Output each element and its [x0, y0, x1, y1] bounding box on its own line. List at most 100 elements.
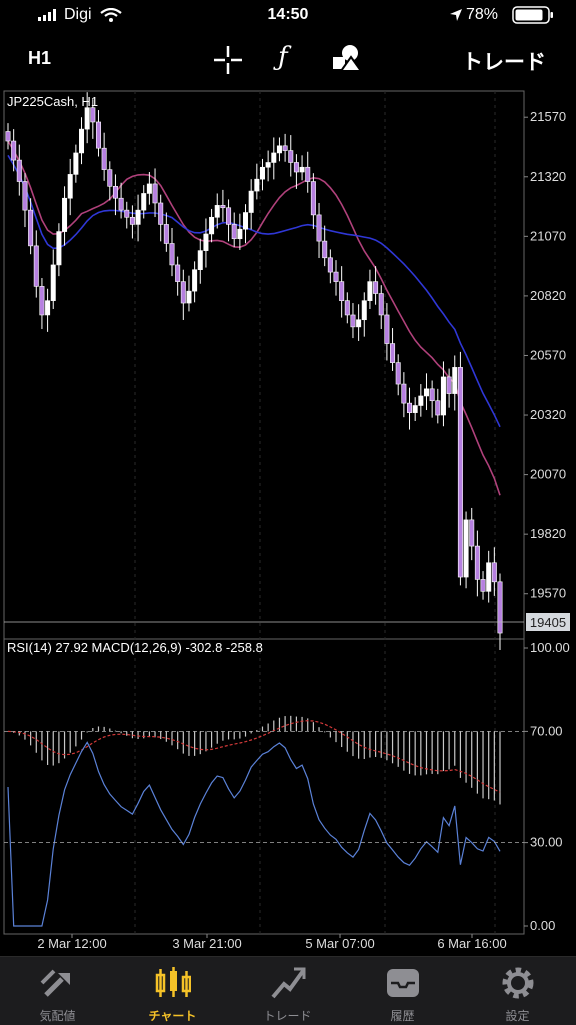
- candle-body: [429, 388, 435, 402]
- candle-body: [322, 240, 328, 259]
- candle-body: [107, 169, 113, 187]
- objects-icon[interactable]: [332, 44, 362, 72]
- history-icon: [387, 969, 419, 997]
- candle-body: [288, 150, 294, 163]
- tab-quotes[interactable]: 気配値: [0, 957, 115, 1025]
- tab-settings[interactable]: 設定: [460, 957, 575, 1025]
- candle-body: [305, 166, 311, 182]
- candle-body: [169, 243, 175, 266]
- candle-body: [163, 224, 169, 244]
- chart-toolbar: H1 ƒ トレード: [0, 36, 576, 82]
- candle-body: [339, 281, 345, 301]
- candle-body: [62, 197, 68, 232]
- candle-body: [5, 131, 11, 142]
- candle-body: [73, 152, 79, 175]
- candle-body: [265, 162, 271, 168]
- candle-body: [243, 212, 249, 230]
- indicator-series: [7, 715, 501, 927]
- candle-body: [491, 562, 497, 583]
- moving-averages: [7, 140, 501, 496]
- time-tick-label: 2 Mar 12:00: [37, 936, 106, 950]
- time-tick-label: 6 Mar 16:00: [437, 936, 506, 950]
- candle-body: [293, 162, 299, 173]
- price-tick-label: 19570: [530, 586, 566, 601]
- candle-body: [237, 228, 243, 240]
- candle-body: [220, 205, 226, 209]
- candle-body: [395, 362, 401, 385]
- settings-icon: [502, 967, 534, 999]
- candles: [5, 92, 503, 650]
- indicator-label: RSI(14) 27.92 MACD(12,26,9) -302.8 -258.…: [7, 640, 263, 655]
- candle-body: [497, 581, 503, 634]
- candle-body: [135, 209, 141, 225]
- indicator-tick-label: 100.00: [530, 640, 570, 655]
- candle-body: [254, 178, 260, 192]
- grid: [134, 91, 496, 934]
- candle-body: [158, 202, 164, 225]
- candle-body: [192, 269, 198, 292]
- ma-purple-line: [7, 140, 501, 496]
- candle-body: [203, 233, 209, 251]
- candle-body: [423, 388, 429, 397]
- candle-body: [463, 519, 469, 578]
- candle-body: [418, 395, 424, 406]
- tab-trade[interactable]: トレード: [230, 957, 345, 1025]
- candle-body: [146, 183, 152, 194]
- candle-body: [446, 376, 452, 394]
- candle-body: [350, 314, 356, 328]
- candle-body: [486, 562, 492, 592]
- candle-body: [457, 367, 463, 578]
- price-tick-label: 20320: [530, 407, 566, 422]
- tab-label: トレード: [263, 1009, 312, 1023]
- carrier-label: Digi: [38, 6, 122, 24]
- candle-body: [180, 281, 186, 304]
- time-tick-label: 5 Mar 07:00: [305, 936, 374, 950]
- last-price-label: 19405: [530, 615, 566, 630]
- price-tick-label: 20070: [530, 467, 566, 482]
- candle-body: [259, 166, 265, 180]
- candle-body: [67, 174, 73, 199]
- price-tick-label: 19820: [530, 526, 566, 541]
- tab-label: チャート: [148, 1009, 197, 1023]
- candle-body: [361, 300, 367, 321]
- candle-body: [95, 121, 101, 149]
- price-tick-label: 21570: [530, 109, 566, 124]
- indicator-tick-label: 0.00: [530, 918, 555, 933]
- chart-canvas[interactable]: JP225Cash, H1 21570213202107020820205702…: [0, 88, 576, 951]
- candle-body: [186, 290, 192, 304]
- price-ticks: 21570 21320 21070 20820 20570 20320 20070 19820…: [524, 109, 566, 601]
- candle-body: [367, 281, 373, 301]
- battery-icon: [512, 6, 553, 24]
- candle-body: [373, 281, 379, 294]
- chart-area[interactable]: JP225Cash, H1 21570 21320 21070 20820 20570 2…: [0, 88, 576, 951]
- clock: 14:50: [267, 6, 309, 23]
- candle-body: [22, 181, 28, 211]
- tab-label: 履歴: [390, 1009, 415, 1023]
- chart-symbol-title: JP225Cash, H1: [7, 94, 98, 109]
- candle-body: [56, 231, 62, 266]
- candle-body: [197, 250, 203, 270]
- tab-label: 気配値: [39, 1009, 76, 1023]
- timeframe-button[interactable]: H1: [28, 48, 52, 68]
- price-tick-label: 21320: [530, 169, 566, 184]
- candle-body: [384, 314, 390, 344]
- candle-body: [276, 145, 282, 154]
- candle-body: [124, 209, 130, 218]
- candle-body: [310, 181, 316, 216]
- candle-body: [271, 152, 277, 163]
- candle-body: [231, 224, 237, 240]
- candle-body: [248, 190, 254, 213]
- tab-chart[interactable]: チャート: [115, 957, 230, 1025]
- candle-body: [407, 402, 413, 413]
- last-price-box: [526, 613, 570, 631]
- candle-body: [282, 145, 288, 151]
- tab-history[interactable]: 履歴: [345, 957, 460, 1025]
- macd-signal-line: [7, 720, 501, 793]
- candle-body: [33, 245, 39, 287]
- crosshair-icon[interactable]: [214, 46, 242, 74]
- candle-body: [90, 107, 96, 123]
- trade-button[interactable]: トレード: [462, 51, 546, 74]
- candle-body: [118, 197, 124, 211]
- status-bar: Digi 14:50 78%: [0, 0, 576, 30]
- indicators-icon[interactable]: ƒ: [278, 42, 288, 72]
